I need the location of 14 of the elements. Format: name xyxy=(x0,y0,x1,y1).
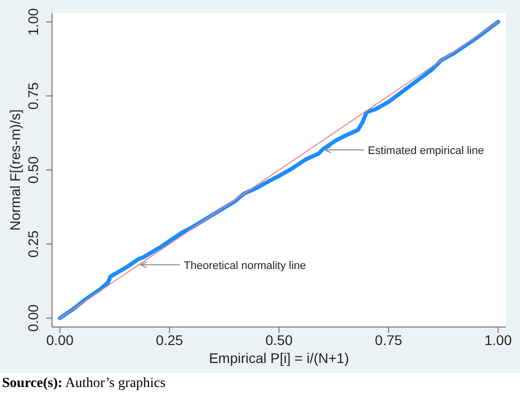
y-axis-title: Normal F[(res-m)/s] xyxy=(7,109,23,231)
x-tick-label: 0.50 xyxy=(265,332,293,348)
x-tick-label: 0.75 xyxy=(374,332,402,348)
y-tick-label: 0.75 xyxy=(25,82,41,110)
x-tick-label: 0.00 xyxy=(46,332,74,348)
y-tick-label: 0.50 xyxy=(25,156,41,184)
y-tick-label: 0.25 xyxy=(25,230,41,258)
x-tick-label: 0.25 xyxy=(156,332,184,348)
source-note: Source(s): Author’s graphics xyxy=(1,375,167,393)
x-tick-label: 1.00 xyxy=(484,332,512,348)
annotation: Estimated empirical line xyxy=(368,144,484,157)
annotation: Theoretical normality line xyxy=(184,260,306,272)
x-axis-title: Empirical P[i] = i/(N+1) xyxy=(208,350,350,366)
y-tick-label: 1.00 xyxy=(25,8,41,36)
